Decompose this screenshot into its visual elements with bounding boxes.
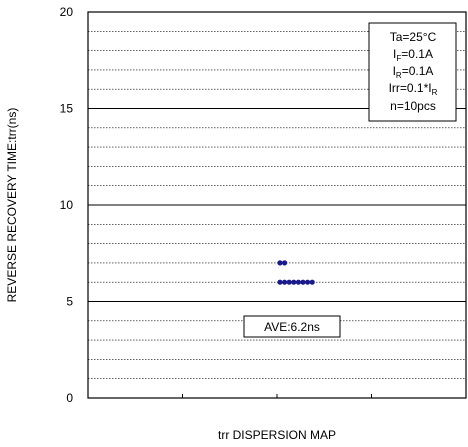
data-point bbox=[282, 260, 288, 266]
data-point bbox=[277, 279, 283, 285]
data-point bbox=[286, 279, 292, 285]
condition-ir-main: I bbox=[393, 64, 396, 78]
y-tick-label: 10 bbox=[60, 198, 74, 212]
condition-ir-value: =0.1A bbox=[402, 64, 434, 78]
average-box: AVE:6.2ns bbox=[243, 315, 341, 338]
average-label: AVE:6.2ns bbox=[264, 320, 320, 334]
data-point bbox=[295, 279, 301, 285]
condition-ir-sub: R bbox=[396, 71, 402, 80]
condition-ta: Ta=25°C bbox=[390, 30, 437, 44]
condition-n: n=10pcs bbox=[390, 99, 436, 113]
y-tick-label: 5 bbox=[66, 295, 73, 309]
data-point bbox=[277, 260, 283, 266]
conditions-box: Ta=25°C IF=0.1A IR=0.1A Irr=0.1*IR n=10p… bbox=[368, 22, 457, 122]
condition-irr-main: Irr=0.1*I bbox=[389, 81, 432, 95]
data-point bbox=[291, 279, 297, 285]
data-point bbox=[300, 279, 306, 285]
condition-if: IF=0.1A bbox=[393, 47, 433, 63]
grid-lines bbox=[88, 30, 466, 380]
data-point bbox=[305, 279, 311, 285]
y-tick-label: 20 bbox=[60, 5, 74, 19]
y-axis-tick-labels: 0 5 10 15 20 bbox=[60, 5, 74, 405]
data-point bbox=[282, 279, 288, 285]
condition-irr: Irr=0.1*IR bbox=[389, 81, 438, 97]
y-axis-label: REVERSE RECOVERY TIME:trr(ns) bbox=[5, 108, 19, 303]
condition-if-value: =0.1A bbox=[401, 47, 433, 61]
x-axis-ticks bbox=[182, 394, 372, 398]
conditions-box-frame bbox=[368, 22, 457, 122]
condition-ir: IR=0.1A bbox=[393, 64, 434, 80]
y-tick-label: 15 bbox=[60, 102, 74, 116]
condition-irr-sub: R bbox=[432, 88, 438, 97]
condition-if-main: I bbox=[393, 47, 396, 61]
average-box-frame bbox=[243, 315, 341, 338]
condition-if-sub: F bbox=[396, 54, 401, 63]
data-point bbox=[309, 279, 315, 285]
x-axis-label: trr DISPERSION MAP bbox=[218, 428, 336, 442]
data-points bbox=[277, 260, 315, 285]
y-tick-label: 0 bbox=[66, 391, 73, 405]
